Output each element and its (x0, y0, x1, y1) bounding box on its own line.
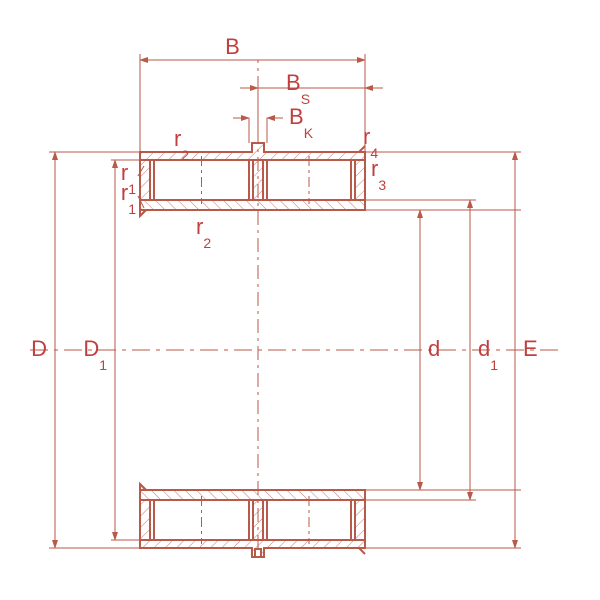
svg-text:D1: D1 (83, 336, 107, 373)
svg-text:E: E (523, 336, 538, 361)
svg-text:D: D (31, 336, 47, 361)
svg-text:BK: BK (289, 104, 314, 141)
bearing-cross-section: BBSBKDD1dd1Er1r1r2r2r3r4 (0, 0, 600, 600)
svg-text:d1: d1 (478, 336, 498, 373)
svg-text:d: d (428, 336, 440, 361)
svg-text:B: B (225, 34, 240, 59)
svg-text:r2: r2 (196, 214, 211, 251)
svg-text:r3: r3 (371, 156, 386, 193)
